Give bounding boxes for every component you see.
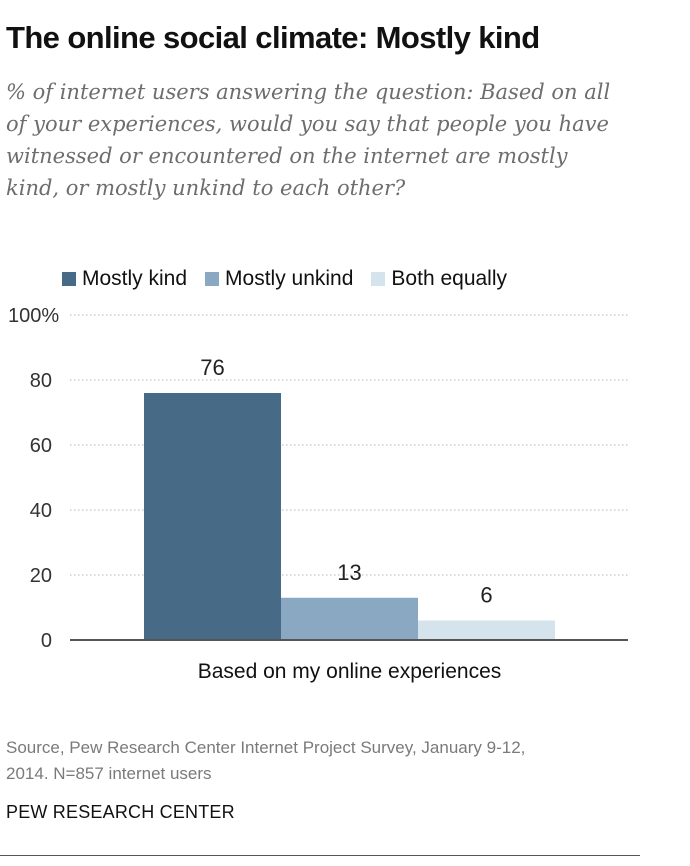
source-note: Source, Pew Research Center Internet Pro… (6, 735, 646, 787)
subtitle-line: kind, or mostly unkind to each other? (6, 176, 406, 200)
data-label: 76 (200, 355, 224, 380)
chart-legend: Mostly kind Mostly unkind Both equally (62, 264, 525, 294)
legend-item-mostly-kind: Mostly kind (62, 267, 187, 291)
legend-label: Both equally (391, 267, 508, 290)
subtitle-line: witnessed or encountered on the internet… (6, 144, 568, 168)
source-line: Source, Pew Research Center Internet Pro… (6, 738, 526, 757)
chart-title: The online social climate: Mostly kind (6, 20, 540, 55)
legend-item-both-equally: Both equally (371, 267, 507, 291)
y-tick-label: 40 (30, 500, 52, 522)
legend-swatch (205, 272, 220, 286)
legend-item-mostly-unkind: Mostly unkind (205, 267, 353, 291)
legend-swatch (62, 272, 76, 286)
bar-chart: 0 20 40 60 80 100% 76 13 6 Based on my online exp… (8, 305, 628, 683)
legend-label: Mostly kind (82, 267, 188, 290)
subtitle-line: of your experiences, would you say that … (6, 112, 609, 136)
bar-both-equally (418, 620, 555, 640)
bar-mostly-unkind (281, 597, 418, 640)
subtitle-line: % of internet users answering the questi… (6, 80, 611, 104)
y-tick-label: 0 (41, 630, 52, 652)
chart-subtitle: % of internet users answering the questi… (6, 76, 666, 204)
bottom-divider (0, 855, 640, 856)
y-tick-label: 100% (8, 305, 59, 327)
data-label: 6 (480, 583, 492, 608)
source-line: 2014. N=857 internet users (6, 764, 212, 783)
x-category-label: Based on my online experiences (198, 660, 502, 683)
legend-label: Mostly unkind (225, 267, 354, 290)
y-tick-label: 60 (30, 435, 52, 457)
y-tick-label: 20 (30, 565, 52, 587)
brand-logo-text: PEW RESEARCH CENTER (6, 802, 235, 822)
bar-mostly-kind (144, 393, 281, 640)
legend-swatch (371, 272, 386, 286)
data-label: 13 (337, 560, 361, 585)
y-tick-label: 80 (30, 370, 52, 392)
